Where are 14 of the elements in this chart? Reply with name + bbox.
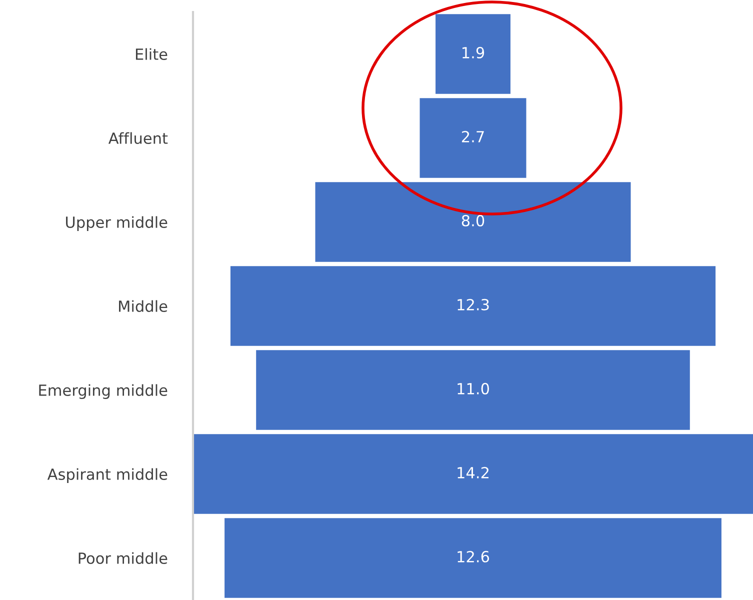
category-label: Poor middle [78,552,168,564]
data-label: 1.9 [462,46,484,58]
data-label: 12.3 [458,298,489,310]
data-label: 2.7 [462,130,484,142]
data-label: 12.6 [458,550,490,562]
category-label: Aspirant middle [47,468,168,483]
data-label: 14.2 [458,466,488,478]
category-label: Affluent [108,132,168,144]
category-label: Middle [119,300,168,312]
category-label: Emerging middle [39,384,168,399]
category-label: Upper middle [66,216,168,231]
category-label: Elite [136,48,168,60]
data-label: 11.0 [458,382,489,394]
data-label: 8.0 [462,214,484,226]
